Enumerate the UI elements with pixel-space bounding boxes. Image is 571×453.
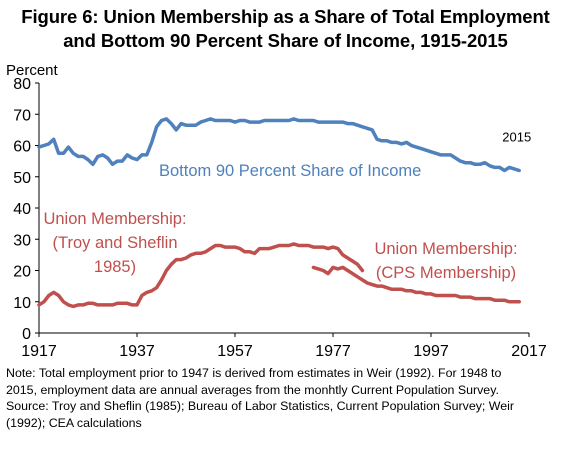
y-tick-label: 60 [13, 139, 31, 156]
y-axis-label: Percent [6, 62, 59, 79]
y-tick-label: 40 [13, 201, 31, 218]
series-line-income [37, 117, 521, 173]
x-tick-label: 1937 [119, 343, 155, 360]
y-tick-label: 80 [13, 76, 31, 93]
x-tick-label: 2017 [511, 343, 547, 360]
series-label-income: Bottom 90 Percent Share of Income [159, 162, 421, 180]
y-tick-label: 10 [13, 295, 31, 312]
series-label-union_troy: Union Membership: [43, 210, 186, 228]
x-tick-label: 1977 [315, 343, 351, 360]
x-tick-label: 1917 [21, 343, 57, 360]
note-line: 2015, employment data are annual average… [6, 382, 499, 397]
series-label-union_cps: Union Membership: [374, 240, 517, 258]
series-line-union_cps [311, 265, 521, 304]
series-line-union_troy [37, 242, 365, 309]
y-tick-label: 50 [13, 170, 31, 187]
chart-title-line-2: and Bottom 90 Percent Share of Income, 1… [63, 30, 508, 51]
chart-title-line-1: Figure 6: Union Membership as a Share of… [21, 6, 550, 27]
note-line: (1992); CEA calculations [6, 415, 142, 430]
y-tick-label: 70 [13, 107, 31, 124]
series-label-union_cps: (CPS Membership) [376, 264, 516, 282]
y-tick-label: 30 [13, 232, 31, 249]
note-line: Note: Total employment prior to 1947 is … [6, 366, 502, 380]
x-tick-label: 1997 [413, 343, 449, 360]
note-line: Source: Troy and Sheflin (1985); Bureau … [6, 399, 515, 413]
series-label-union_troy: (Troy and Sheflin [52, 234, 177, 252]
y-tick-label: 0 [22, 326, 31, 343]
end-year-annotation: 2015 [502, 130, 531, 145]
chart-notes: Note: Total employment prior to 1947 is … [6, 365, 566, 431]
x-tick-label: 1957 [217, 343, 253, 360]
y-tick-label: 20 [13, 264, 31, 281]
series-label-union_troy: 1985) [94, 258, 136, 276]
